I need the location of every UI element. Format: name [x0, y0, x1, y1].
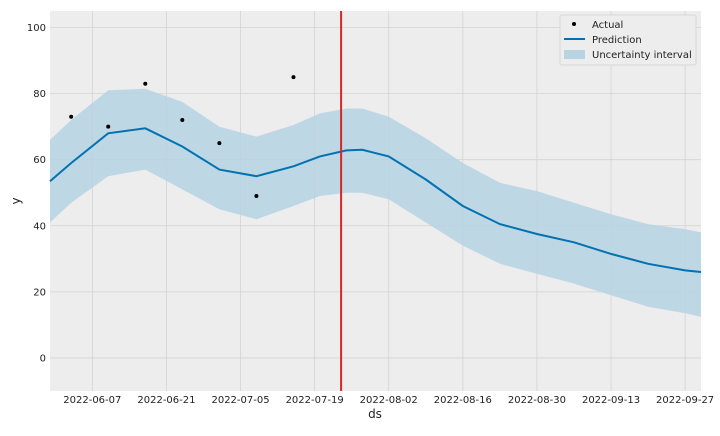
- x-tick-label-0: 2022-06-07: [63, 395, 121, 406]
- legend-interval-swatch: [564, 50, 585, 59]
- prediction-line: [49, 127, 702, 273]
- x-tick-labels: 2022-06-07 2022-06-21 2022-07-05 2022-07-19…: [63, 395, 714, 406]
- legend-interval-label: Uncertainty interval: [592, 50, 692, 61]
- x-tick-label-3: 2022-07-19: [286, 395, 344, 406]
- y-tick-label-3: 60: [33, 155, 46, 166]
- y-tick-label-5: 100: [27, 23, 46, 34]
- x-tick-label-4: 2022-08-02: [360, 395, 418, 406]
- legend: Actual Prediction Uncertainty interval: [559, 14, 697, 66]
- plot-background: [50, 11, 701, 391]
- uncertainty-interval-area: [50, 88, 701, 317]
- uncertainty-band: [50, 88, 701, 317]
- x-tick-label-8: 2022-09-27: [656, 395, 714, 406]
- actual-point-2: [143, 81, 148, 86]
- actual-points: [69, 75, 296, 199]
- x-tick-label-7: 2022-09-13: [582, 395, 640, 406]
- x-tick-label-6: 2022-08-30: [508, 395, 566, 406]
- legend-actual-marker: [572, 22, 576, 26]
- x-tick-label-2: 2022-07-05: [211, 395, 269, 406]
- y-tick-label-2: 40: [33, 221, 46, 232]
- y-tick-label-0: 0: [40, 353, 46, 364]
- x-axis-label: ds: [368, 407, 382, 421]
- actual-point-4: [217, 141, 222, 146]
- prediction-line-group: [49, 127, 702, 273]
- legend-box: [559, 14, 697, 66]
- y-tick-labels: 0 20 40 60 80 100: [27, 23, 46, 364]
- actual-point-6: [291, 75, 296, 80]
- y-tick-label-4: 80: [33, 89, 46, 100]
- y-tick-label-1: 20: [33, 287, 46, 298]
- actual-point-5: [254, 194, 259, 199]
- legend-prediction-label: Prediction: [592, 35, 642, 46]
- actual-point-0: [69, 114, 74, 119]
- x-tick-label-1: 2022-06-21: [137, 395, 195, 406]
- legend-actual-label: Actual: [592, 20, 623, 31]
- x-tick-label-5: 2022-08-16: [434, 395, 492, 406]
- actual-point-3: [180, 118, 185, 123]
- actual-point-1: [106, 124, 111, 129]
- y-axis-label: y: [9, 197, 23, 204]
